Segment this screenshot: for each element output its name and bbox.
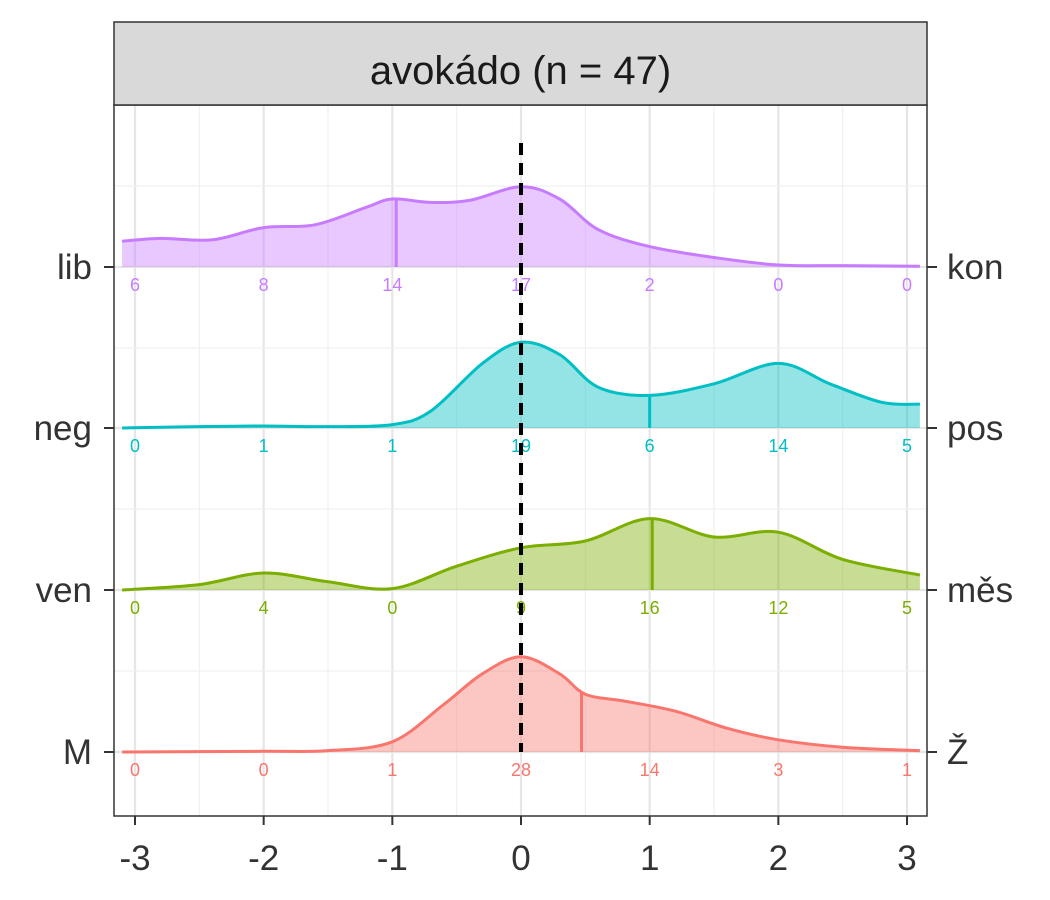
x-tick-label: 3 (897, 839, 916, 878)
count-label: 0 (387, 598, 397, 618)
count-label: 16 (640, 598, 660, 618)
count-label: 5 (902, 598, 912, 618)
right-axis-label: měs (947, 571, 1013, 610)
count-label: 1 (387, 436, 397, 456)
facet-strip: avokádo (n = 47) (113, 21, 928, 106)
count-label: 0 (130, 598, 140, 618)
density-line-neg (122, 340, 920, 430)
count-label: 6 (130, 275, 140, 295)
density-line-M (122, 655, 920, 754)
right-axis-label: Ž (947, 733, 968, 772)
count-label: 1 (902, 760, 912, 780)
right-axis-label: kon (947, 248, 1003, 287)
chart-title: avokádo (n = 47) (370, 49, 671, 93)
count-label: 6 (645, 436, 655, 456)
count-label: 0 (773, 275, 783, 295)
count-label: 12 (768, 598, 788, 618)
count-label: 1 (259, 436, 269, 456)
left-axis-label: lib (57, 248, 92, 287)
count-label: 14 (382, 275, 402, 295)
right-axis-label: pos (947, 409, 1003, 448)
count-label: 3 (773, 760, 783, 780)
x-tick-label: -2 (248, 839, 279, 878)
count-label: 0 (130, 436, 140, 456)
x-tick-label: -1 (377, 839, 408, 878)
count-label: 8 (259, 275, 269, 295)
left-axis-label: ven (36, 571, 92, 610)
count-label: 0 (902, 275, 912, 295)
x-tick-label: 0 (511, 839, 530, 878)
left-axis-label: M (63, 733, 92, 772)
count-label: 2 (645, 275, 655, 295)
x-tick-label: 2 (769, 839, 788, 878)
density-line-lib (121, 185, 920, 268)
count-label: 0 (130, 760, 140, 780)
count-label: 14 (640, 760, 660, 780)
count-label: 1 (387, 760, 397, 780)
strip-background (113, 21, 928, 106)
count-label: 5 (902, 436, 912, 456)
count-label: 0 (259, 760, 269, 780)
count-label: 14 (768, 436, 788, 456)
left-axis-label: neg (34, 409, 92, 448)
count-label: 28 (511, 760, 531, 780)
x-tick-label: 1 (640, 839, 659, 878)
count-label: 4 (259, 598, 269, 618)
x-tick-label: -3 (119, 839, 150, 878)
